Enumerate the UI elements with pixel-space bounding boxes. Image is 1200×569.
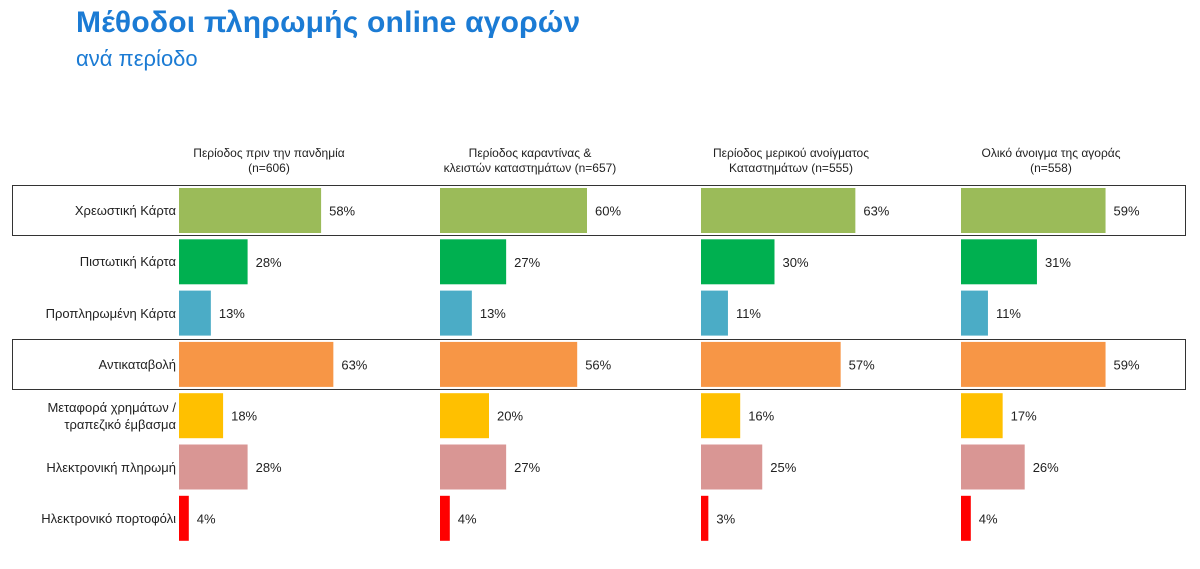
bar [179,188,322,233]
data-label: 4% [979,511,998,526]
data-label: 63% [341,357,367,372]
highlight-box [12,338,1186,390]
bar [440,239,507,285]
data-label: 13% [480,306,506,321]
panel-header-line: Περίοδος πριν την πανδημία [193,146,345,160]
category-label: Ηλεκτρονική πληρωμή [14,459,176,476]
category-label-line: τραπεζικό έμβασμα [64,416,176,432]
bar [701,341,841,387]
bar [440,495,450,541]
bar [179,393,224,439]
data-label: 58% [329,204,355,219]
data-label: 60% [595,204,621,219]
category-label-line: Ηλεκτρονική πληρωμή [46,459,176,475]
bar [701,239,775,285]
bar [179,444,248,490]
data-label: 26% [1033,460,1059,475]
category-label-line: Αντικαταβολή [98,356,176,372]
category-label-line: Ηλεκτρονικό πορτοφόλι [41,510,176,526]
category-label: Μεταφορά χρημάτων / τραπεζικό έμβασμα [14,399,176,433]
data-label: 16% [748,409,774,424]
bar [701,495,709,541]
panel-header-1: Περίοδος πριν την πανδημία (n=606) [149,146,389,176]
panel-header-4: Ολικό άνοιγμα της αγοράς (n=558) [931,146,1171,176]
data-label: 13% [219,306,245,321]
panel-header-line: Περίοδος καραντίνας & [468,146,592,160]
data-label: 18% [231,409,257,424]
category-label: Αντικαταβολή [14,356,176,373]
panel-header-line: (n=606) [248,161,290,175]
data-label: 30% [783,255,809,270]
bar [701,188,856,233]
panel-header-line: κλειστών καταστημάτων (n=657) [443,161,617,175]
bar [440,290,472,336]
panel-header-line: (n=558) [1030,161,1072,175]
bar [179,239,248,285]
bar [961,341,1106,387]
category-label-line: Προπληρωμένη Κάρτα [45,305,176,321]
data-label: 25% [770,460,796,475]
panel-header-3: Περίοδος μερικού ανοίγματος Καταστημάτων … [671,146,911,176]
panel-header-line: Ολικό άνοιγμα της αγοράς [981,146,1121,160]
bar [961,444,1025,490]
data-label: 31% [1045,255,1071,270]
data-label: 59% [1114,204,1140,219]
bar [961,290,988,336]
data-label: 57% [849,357,875,372]
data-label: 11% [736,306,761,321]
data-label: 28% [256,460,282,475]
data-label: 59% [1114,357,1140,372]
highlight-box [12,185,1186,236]
bar [440,444,507,490]
bar [961,188,1106,233]
chart-subtitle: ανά περίοδο [76,46,198,71]
bar [701,393,741,439]
bar [179,341,334,387]
data-label: 3% [716,511,735,526]
data-label: 63% [863,204,889,219]
bar [961,239,1037,285]
data-label: 17% [1011,409,1037,424]
chart-title: Μέθοδοι πληρωμής online αγορών [76,6,581,39]
panel-header-line: Καταστημάτων (n=555) [729,161,853,175]
data-label: 27% [514,255,540,270]
category-label-line: Χρεωστική Κάρτα [74,203,176,218]
panel-header-2: Περίοδος καραντίνας & κλειστών καταστημάτ… [410,146,650,176]
category-label-line: Πιστωτική Κάρτα [79,254,176,270]
bar [179,495,189,541]
bar [440,341,578,387]
bar [179,290,211,336]
bar [440,188,587,233]
bar [701,444,763,490]
category-label: Προπληρωμένη Κάρτα [14,305,176,322]
data-label: 4% [458,511,477,526]
category-label: Πιστωτική Κάρτα [14,253,176,270]
category-label-line: Μεταφορά χρημάτων / [47,399,176,415]
data-label: 11% [996,306,1021,321]
bar [440,393,489,439]
category-label: Ηλεκτρονικό πορτοφόλι [14,510,176,527]
data-label: 4% [197,511,216,526]
bar [961,393,1003,439]
data-label: 27% [514,460,540,475]
data-label: 28% [256,255,282,270]
category-label: Χρεωστική Κάρτα [14,202,176,219]
panel-header-line: Περίοδος μερικού ανοίγματος [713,146,869,160]
bar [701,290,728,336]
data-label: 56% [585,357,611,372]
data-label: 20% [497,409,523,424]
bar [961,495,971,541]
